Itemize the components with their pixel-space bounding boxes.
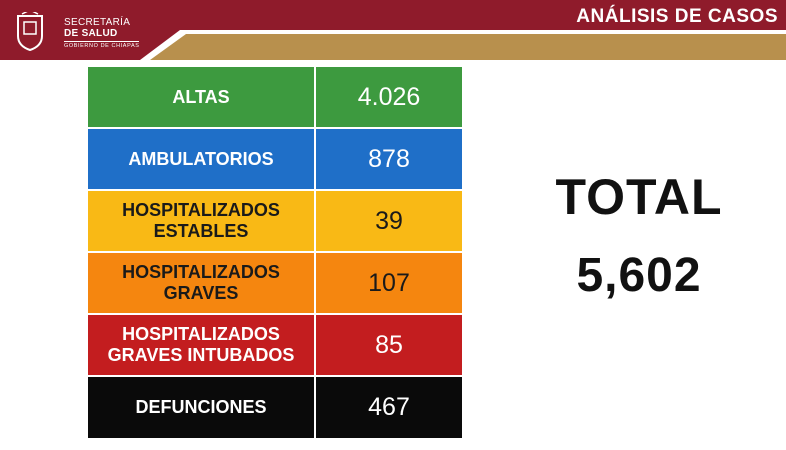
row-label: ALTAS [88, 67, 316, 127]
row-label: HOSPITALIZADOS GRAVES [88, 253, 316, 313]
total-value: 5,602 [576, 249, 702, 302]
row-label: HOSPITALIZADOS ESTABLES [88, 191, 316, 251]
row-label: AMBULATORIOS [88, 129, 316, 189]
page-title: ANÁLISIS DE CASOS [576, 6, 778, 27]
table-row: HOSPITALIZADOS GRAVES 107 [88, 253, 462, 315]
total-summary: TOTAL 5,602 [524, 168, 754, 303]
row-label: DEFUNCIONES [88, 377, 316, 438]
coat-of-arms-icon [17, 12, 43, 52]
org-name-line1: SECRETARÍA [64, 17, 131, 28]
table-row: ALTAS 4.026 [88, 67, 462, 129]
table-row: HOSPITALIZADOS GRAVES INTUBADOS 85 [88, 315, 462, 377]
row-value: 4.026 [357, 82, 421, 111]
row-value: 107 [368, 268, 410, 297]
total-label: TOTAL [555, 169, 723, 225]
table-row: DEFUNCIONES 467 [88, 377, 462, 438]
cases-table: ALTAS 4.026 AMBULATORIOS 878 HOSPITALIZA… [88, 67, 462, 438]
header-banner: SECRETARÍA DE SALUD GOBIERNO DE CHIAPAS … [0, 0, 786, 62]
header-background [0, 0, 786, 60]
row-label: HOSPITALIZADOS GRAVES INTUBADOS [88, 315, 316, 375]
table-row: HOSPITALIZADOS ESTABLES 39 [88, 191, 462, 253]
row-value: 85 [375, 330, 403, 359]
logo: SECRETARÍA DE SALUD GOBIERNO DE CHIAPAS [14, 6, 144, 54]
org-name-line2: DE SALUD [64, 28, 140, 42]
row-value: 467 [368, 393, 410, 421]
row-value: 39 [375, 206, 403, 235]
org-government: GOBIERNO DE CHIAPAS [64, 43, 140, 49]
table-row: AMBULATORIOS 878 [88, 129, 462, 191]
row-value: 878 [368, 144, 410, 173]
